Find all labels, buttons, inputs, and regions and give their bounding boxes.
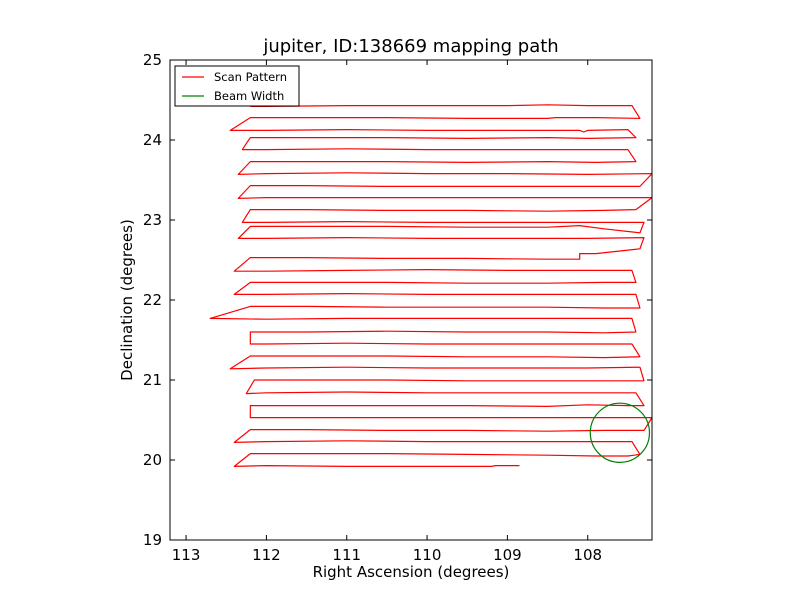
y-tick-label: 23 <box>143 211 162 229</box>
x-axis-ticks: 113 112 111 110 109 108 <box>172 60 602 564</box>
beam-width-circle <box>589 402 651 463</box>
chart-title: jupiter, ID:138669 mapping path <box>262 36 558 57</box>
legend-box <box>174 65 300 107</box>
y-axis-label: Declination (degrees) <box>118 219 136 381</box>
scan-pattern-line <box>209 104 652 467</box>
x-axis-label: Right Ascension (degrees) <box>313 563 510 581</box>
legend-label-beam: Beam Width <box>214 89 284 103</box>
y-axis-ticks: 19 20 21 22 23 24 25 <box>143 51 652 549</box>
y-tick-label: 20 <box>143 451 162 469</box>
x-tick-label: 111 <box>332 546 361 564</box>
plot-area <box>170 60 652 540</box>
y-tick-label: 22 <box>143 291 162 309</box>
y-tick-label: 24 <box>143 131 162 149</box>
x-tick-label: 112 <box>252 546 281 564</box>
y-tick-label: 19 <box>143 531 162 549</box>
x-tick-label: 109 <box>493 546 522 564</box>
x-tick-label: 108 <box>573 546 602 564</box>
x-tick-label: 113 <box>172 546 201 564</box>
data-layer <box>209 104 652 467</box>
legend-label-scan: Scan Pattern <box>214 70 287 84</box>
x-tick-label: 110 <box>413 546 442 564</box>
legend: Scan Pattern Beam Width <box>174 65 300 107</box>
y-tick-label: 21 <box>143 371 162 389</box>
y-tick-label: 25 <box>143 51 162 69</box>
